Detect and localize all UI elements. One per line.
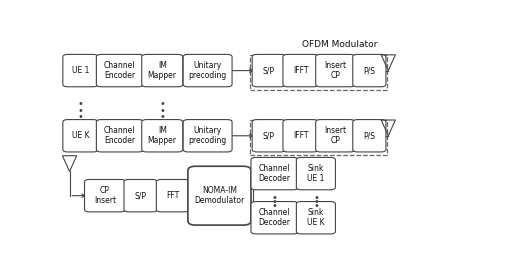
Text: •: • [313, 201, 319, 211]
FancyBboxPatch shape [353, 54, 386, 87]
FancyBboxPatch shape [124, 179, 157, 212]
Text: IFFT: IFFT [293, 131, 308, 140]
Text: Channel
Decoder: Channel Decoder [259, 208, 291, 227]
FancyBboxPatch shape [353, 120, 386, 152]
Text: Unitary
precoding: Unitary precoding [188, 126, 227, 146]
Text: Sink
UE 1: Sink UE 1 [307, 164, 325, 183]
FancyBboxPatch shape [63, 54, 98, 87]
Text: P/S: P/S [363, 131, 375, 140]
Text: UE 1: UE 1 [72, 66, 89, 75]
Text: •: • [77, 112, 83, 122]
Text: OFDM Modulator: OFDM Modulator [302, 40, 378, 49]
Text: Channel
Encoder: Channel Encoder [104, 126, 135, 146]
FancyBboxPatch shape [252, 54, 286, 87]
FancyBboxPatch shape [252, 120, 286, 152]
Text: P/S: P/S [363, 66, 375, 75]
FancyBboxPatch shape [183, 54, 232, 87]
Text: Channel
Encoder: Channel Encoder [104, 61, 135, 80]
FancyBboxPatch shape [296, 201, 335, 234]
FancyBboxPatch shape [63, 120, 98, 152]
FancyBboxPatch shape [156, 179, 189, 212]
Text: IFFT: IFFT [293, 66, 308, 75]
FancyBboxPatch shape [296, 158, 335, 190]
Text: •: • [272, 201, 277, 211]
FancyBboxPatch shape [188, 166, 251, 225]
FancyBboxPatch shape [283, 120, 318, 152]
Text: Unitary
precoding: Unitary precoding [188, 61, 227, 80]
Text: •: • [77, 99, 83, 109]
Bar [250, 55, 387, 90]
FancyBboxPatch shape [251, 201, 298, 234]
Text: Insert
CP: Insert CP [324, 126, 346, 146]
Text: •: • [272, 197, 277, 207]
Text: IM
Mapper: IM Mapper [148, 126, 177, 146]
FancyBboxPatch shape [183, 120, 232, 152]
FancyBboxPatch shape [96, 54, 144, 87]
FancyBboxPatch shape [316, 54, 355, 87]
Text: S/P: S/P [134, 191, 147, 200]
Text: •: • [159, 106, 165, 115]
Text: FFT: FFT [166, 191, 180, 200]
FancyBboxPatch shape [251, 158, 298, 190]
Text: Insert
CP: Insert CP [324, 61, 346, 80]
FancyBboxPatch shape [84, 179, 126, 212]
Text: CP
Insert: CP Insert [94, 186, 116, 205]
Text: IM
Mapper: IM Mapper [148, 61, 177, 80]
Text: UE K: UE K [72, 131, 89, 140]
FancyBboxPatch shape [96, 120, 144, 152]
Text: •: • [313, 193, 319, 203]
Text: •: • [313, 197, 319, 207]
FancyBboxPatch shape [316, 120, 355, 152]
Text: S/P: S/P [263, 131, 275, 140]
FancyBboxPatch shape [142, 54, 183, 87]
Bar [250, 120, 387, 155]
FancyBboxPatch shape [283, 54, 318, 87]
Text: •: • [159, 112, 165, 122]
Text: Sink
UE K: Sink UE K [307, 208, 325, 227]
Text: •: • [272, 193, 277, 203]
FancyBboxPatch shape [142, 120, 183, 152]
Text: •: • [159, 99, 165, 109]
Text: Channel
Decoder: Channel Decoder [259, 164, 291, 183]
Text: •: • [77, 106, 83, 115]
Text: S/P: S/P [263, 66, 275, 75]
Text: NOMA-IM
Demodulator: NOMA-IM Demodulator [194, 186, 244, 205]
